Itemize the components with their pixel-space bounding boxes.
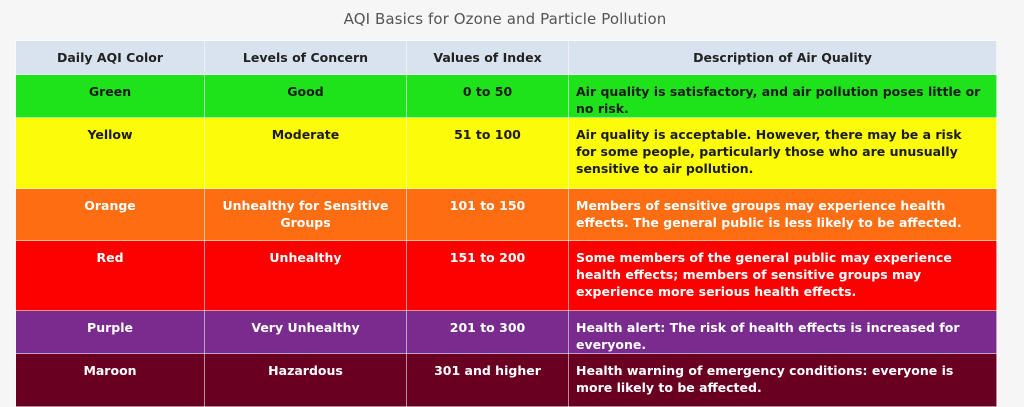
table-row-red: Red Unhealthy 151 to 200 Some members of… bbox=[15, 240, 997, 311]
cell-values: 51 to 100 bbox=[406, 117, 569, 189]
table-row-maroon: Maroon Hazardous 301 and higher Health w… bbox=[15, 353, 997, 407]
aqi-table: Daily AQI Color Levels of Concern Values… bbox=[15, 40, 997, 407]
cell-description: Some members of the general public may e… bbox=[568, 240, 997, 311]
header-values-of-index: Values of Index bbox=[406, 40, 569, 75]
header-levels-of-concern: Levels of Concern bbox=[204, 40, 407, 75]
cell-description: Health warning of emergency conditions: … bbox=[568, 353, 997, 407]
cell-description: Air quality is satisfactory, and air pol… bbox=[568, 74, 997, 118]
cell-level: Moderate bbox=[204, 117, 407, 189]
table-row-orange: Orange Unhealthy for Sensitive Groups 10… bbox=[15, 188, 997, 241]
cell-color: Maroon bbox=[15, 353, 205, 407]
table-row-purple: Purple Very Unhealthy 201 to 300 Health … bbox=[15, 310, 997, 354]
table-row-yellow: Yellow Moderate 51 to 100 Air quality is… bbox=[15, 117, 997, 189]
cell-level: Good bbox=[204, 74, 407, 118]
cell-description: Air quality is acceptable. However, ther… bbox=[568, 117, 997, 189]
cell-color: Green bbox=[15, 74, 205, 118]
cell-values: 201 to 300 bbox=[406, 310, 569, 354]
cell-values: 151 to 200 bbox=[406, 240, 569, 311]
table-row-green: Green Good 0 to 50 Air quality is satisf… bbox=[15, 74, 997, 118]
cell-values: 101 to 150 bbox=[406, 188, 569, 241]
cell-values: 301 and higher bbox=[406, 353, 569, 407]
cell-color: Yellow bbox=[15, 117, 205, 189]
cell-color: Purple bbox=[15, 310, 205, 354]
cell-description: Health alert: The risk of health effects… bbox=[568, 310, 997, 354]
cell-level: Hazardous bbox=[204, 353, 407, 407]
cell-level: Unhealthy for Sensitive Groups bbox=[204, 188, 407, 241]
table-title: AQI Basics for Ozone and Particle Pollut… bbox=[343, 10, 667, 28]
cell-color: Red bbox=[15, 240, 205, 311]
header-row: Daily AQI Color Levels of Concern Values… bbox=[15, 40, 997, 75]
cell-description: Members of sensitive groups may experien… bbox=[568, 188, 997, 241]
header-daily-aqi-color: Daily AQI Color bbox=[15, 40, 205, 75]
cell-values: 0 to 50 bbox=[406, 74, 569, 118]
cell-level: Unhealthy bbox=[204, 240, 407, 311]
cell-level: Very Unhealthy bbox=[204, 310, 407, 354]
cell-color: Orange bbox=[15, 188, 205, 241]
header-description: Description of Air Quality bbox=[568, 40, 997, 75]
